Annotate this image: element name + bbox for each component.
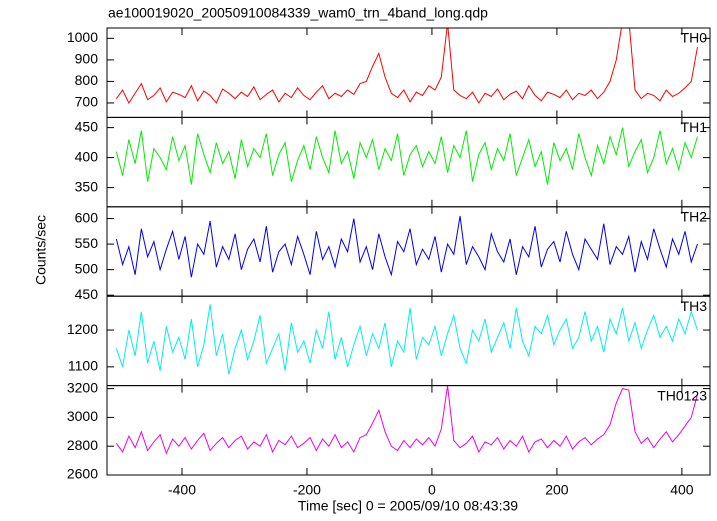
x-axis-label: Time [sec] 0 = 2005/09/10 08:43:39 [298,498,518,514]
panel-frame [106,295,711,387]
y-tick-label: 2600 [67,466,98,482]
panel-label: TH2 [681,209,708,225]
x-tick-label: 0 [428,482,436,498]
x-tick-label: -200 [293,482,321,498]
panel-label: TH1 [681,119,708,135]
y-tick-label: 1000 [67,29,98,45]
y-tick-label: 600 [75,209,99,225]
y-tick-label: 450 [75,286,99,302]
panel-label: TH0123 [657,387,707,403]
panel-label: TH3 [681,298,708,314]
y-tick-label: 1200 [67,321,98,337]
panel-frame [106,385,711,476]
y-tick-label: 3000 [67,408,98,424]
data-line [115,127,698,185]
x-tick-label: -400 [168,482,196,498]
y-tick-label: 350 [75,178,99,194]
y-tick-label: 500 [75,260,99,276]
y-tick-label: 900 [75,51,99,67]
data-line [115,28,698,104]
panel-frame [106,116,711,208]
y-tick-label: 2800 [67,437,98,453]
y-tick-label: 1100 [68,358,98,374]
y-axis-label: Counts/sec [33,215,49,285]
y-tick-label: 400 [75,148,99,164]
y-tick-label: 800 [75,72,99,88]
y-tick-label: 550 [75,235,99,251]
x-tick-label: 200 [545,482,569,498]
panel-frame [106,206,711,297]
chart-title: ae100019020_20050910084339_wam0_trn_4ban… [108,5,488,21]
data-line [115,385,698,455]
panel-label: TH0 [681,30,708,46]
y-tick-label: 450 [75,118,99,134]
y-tick-label: 3200 [67,379,98,395]
y-tick-label: 700 [75,94,99,110]
data-line [115,215,698,278]
data-line [115,304,698,375]
x-tick-label: 400 [670,482,694,498]
